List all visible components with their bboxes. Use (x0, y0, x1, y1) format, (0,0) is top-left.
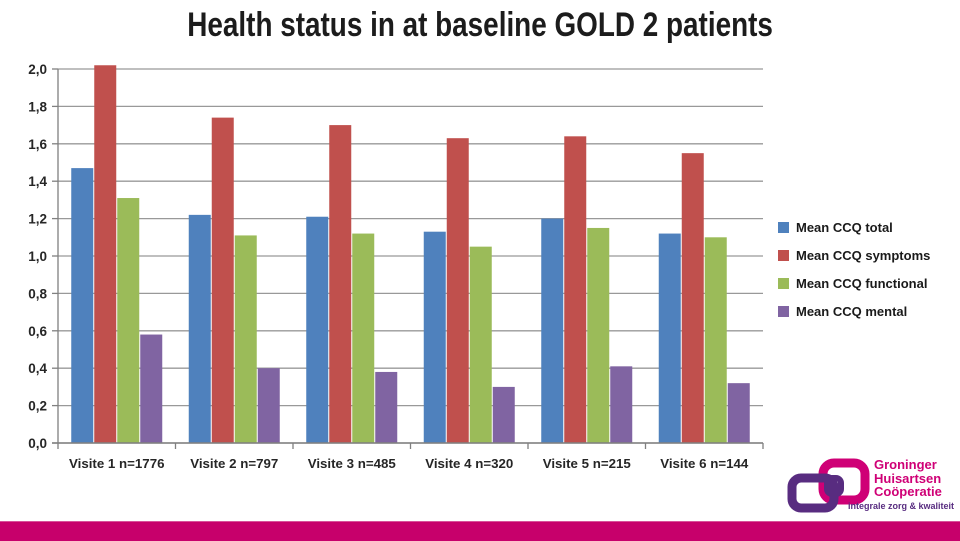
y-axis-tick-label: 1,4 (28, 174, 47, 189)
bar-total-visite4 (423, 231, 446, 443)
bar-mental-visite5 (610, 366, 633, 443)
bar-total-visite5 (541, 218, 564, 443)
legend-item-total: Mean CCQ total (778, 213, 930, 241)
bar-total-visite3 (306, 216, 329, 443)
y-axis-tick-label: 0,8 (28, 286, 47, 301)
y-axis-tick-label: 1,6 (28, 137, 47, 152)
x-category-label: Visite 2 n=797 (190, 456, 278, 471)
y-axis-tick-label: 0,6 (28, 324, 47, 339)
x-category-label: Visite 3 n=485 (308, 456, 397, 471)
bar-total-visite1 (71, 168, 94, 444)
bar-mental-visite2 (257, 368, 280, 443)
x-category-label: Visite 1 n=1776 (69, 456, 165, 471)
legend-label-symptoms: Mean CCQ symptoms (796, 247, 931, 263)
y-axis-tick-label: 0,2 (28, 399, 47, 414)
legend-label-total: Mean CCQ total (796, 219, 893, 235)
x-category-label: Visite 6 n=144 (660, 456, 749, 471)
logo-name-line2: Huisartsen (874, 470, 942, 486)
legend-label-mental: Mean CCQ mental (796, 303, 908, 319)
legend-item-functional: Mean CCQ functional (778, 269, 930, 297)
legend-item-symptoms: Mean CCQ symptoms (778, 241, 930, 269)
bar-functional-visite2 (234, 235, 257, 443)
logo-wordmark: Groninger Huisartsen Coöperatie (874, 458, 942, 499)
legend-marker-functional-icon (778, 277, 789, 289)
chart-title: Health status in at baseline GOLD 2 pati… (187, 6, 773, 44)
y-axis-tick-label: 1,8 (28, 99, 47, 114)
bar-functional-visite4 (469, 246, 492, 443)
legend-marker-symptoms-icon (778, 249, 789, 261)
logo-chainlink-icon (787, 458, 870, 513)
logo-tagline: integrale zorg & kwaliteit (847, 501, 954, 511)
logo-name-line1: Groninger (874, 457, 937, 472)
chart-legend: Mean CCQ total Mean CCQ symptoms Mean CCQ … (778, 213, 930, 325)
bar-functional-visite5 (587, 227, 610, 443)
y-axis-tick-label: 1,2 (28, 212, 47, 227)
bar-symptoms-visite6 (681, 153, 704, 443)
x-category-label: Visite 4 n=320 (425, 456, 513, 471)
bar-mental-visite3 (375, 371, 398, 443)
bar-symptoms-visite5 (564, 136, 587, 443)
bar-mental-visite6 (727, 383, 750, 443)
bottom-accent-bar (0, 521, 960, 541)
bar-total-visite6 (658, 233, 681, 443)
bar-symptoms-visite2 (211, 117, 234, 444)
x-category-label: Visite 5 n=215 (543, 456, 632, 471)
bar-symptoms-visite4 (446, 138, 469, 443)
title-area: Health status in at baseline GOLD 2 pati… (0, 6, 960, 45)
y-axis-tick-label: 0,4 (28, 361, 47, 376)
y-axis-tick-label: 0,0 (28, 436, 47, 451)
bar-functional-visite3 (352, 233, 375, 443)
y-axis-tick-label: 1,0 (28, 249, 47, 264)
bar-symptoms-visite1 (94, 65, 117, 443)
bar-functional-visite1 (117, 198, 140, 443)
legend-marker-mental-icon (778, 305, 789, 317)
bar-chart: 0,0 0,2 0,4 0,6 0,8 1,0 1,2 1,4 1,6 1,8 2,0 Visite … (28, 62, 764, 471)
ghc-logo: Groninger Huisartsen Coöperatie integral… (786, 457, 956, 515)
bar-symptoms-visite3 (329, 125, 352, 443)
bar-total-visite2 (188, 214, 211, 443)
bar-functional-visite6 (704, 237, 727, 443)
y-axis-tick-label: 2,0 (28, 62, 47, 77)
legend-item-mental: Mean CCQ mental (778, 297, 930, 325)
logo-name-line3: Coöperatie (874, 484, 942, 499)
legend-label-functional: Mean CCQ functional (796, 275, 928, 291)
legend-marker-total-icon (778, 221, 789, 233)
bar-mental-visite4 (492, 386, 515, 443)
bar-mental-visite1 (140, 334, 163, 443)
